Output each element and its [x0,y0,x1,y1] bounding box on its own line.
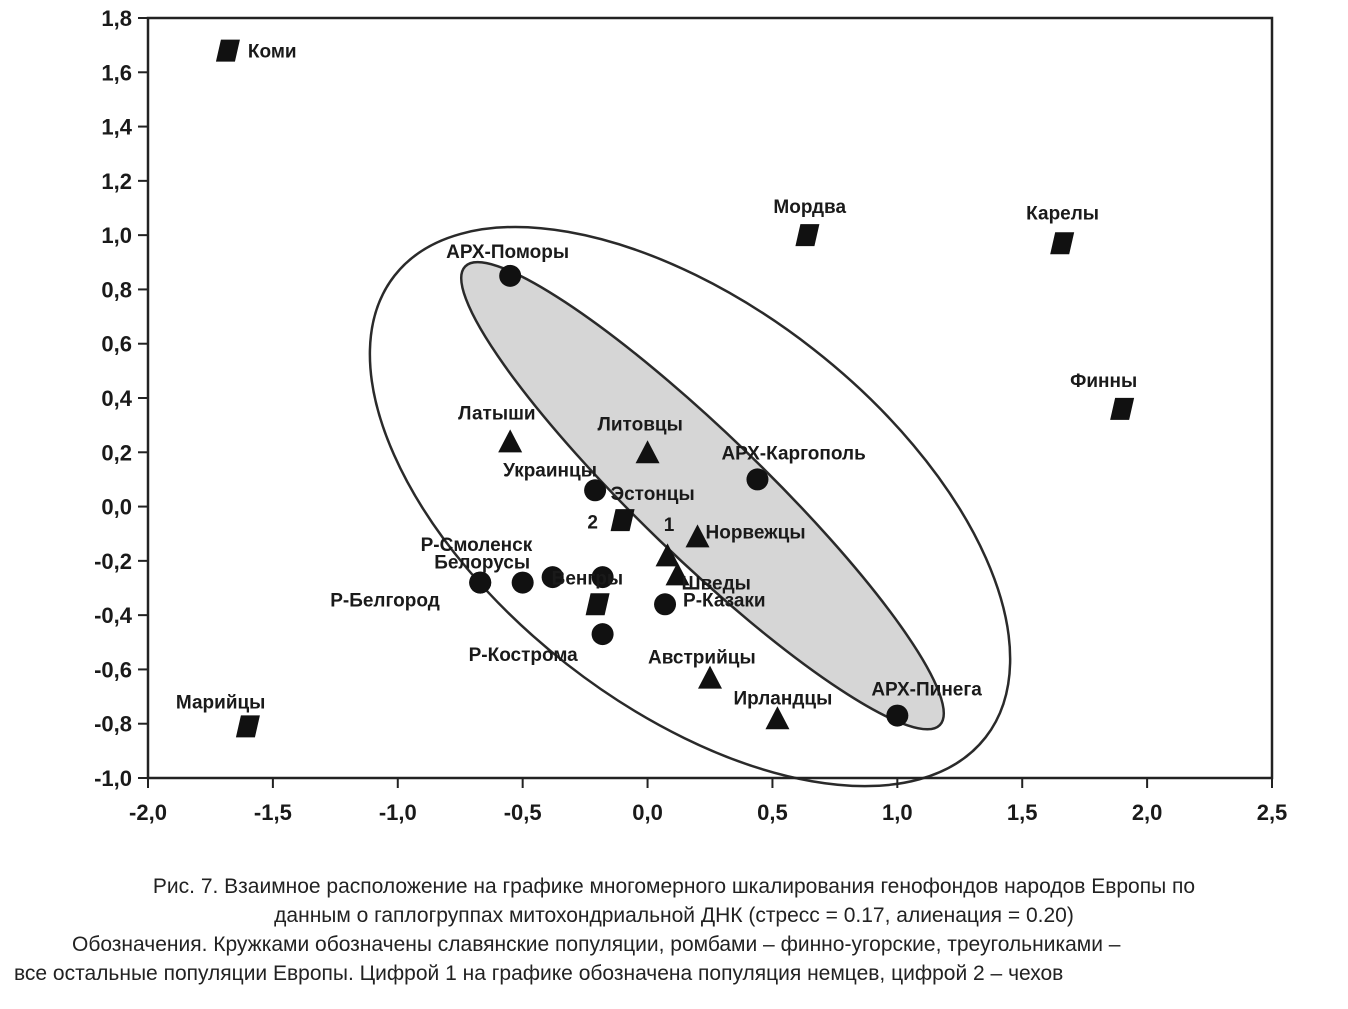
label-венгры: Венгры [552,568,624,589]
axes: -2,0 -1,5 -1,0 -0,5 0,0 0,5 1,0 1,5 2,0 2,5 1,8 1,6… [94,6,1287,825]
x-tick-label: 2,0 [1132,800,1163,825]
label-марийцы: Марийцы [176,692,266,713]
outer-ellipse-layer [368,225,1012,788]
circle-р-белгород-marker [469,571,492,594]
circle-unlabeled-marker [591,566,614,589]
triangle-норвежцы-marker [685,524,710,548]
label-эстонцы: Эстонцы [611,484,695,505]
y-tick-label: -0,6 [94,657,132,682]
y-tick-label: 0,4 [101,386,132,411]
triangle-шведы-marker [655,543,680,567]
ellipse-outer [368,225,1012,788]
circle-арх-каргополь-marker [746,468,769,491]
annotation-2: 2 [587,512,598,533]
label-белорусы: Белорусы [434,553,530,574]
triangle-литовцы-marker [635,440,660,464]
rhombus-карелы-marker [1050,232,1075,255]
label-финны: Финны [1070,371,1137,392]
y-tick-label: 1,8 [101,6,132,31]
y-tick-label: 0,0 [101,495,132,520]
caption-line-2: данным о гаплогруппах митохондриальной Д… [274,904,1074,927]
circle-арх-поморы-marker [499,264,522,287]
triangle-латыши-marker [498,429,523,453]
y-tick-label: 1,4 [101,115,132,140]
x-tick-label: -0,5 [504,800,542,825]
circle-unlabeled-marker [511,571,534,594]
ellipse-inner [459,260,946,731]
label-р-кострома: Р-Кострома [469,645,579,666]
caption-line-4: все остальные популяции Европы. Цифрой 1… [14,962,1064,985]
label-арх-пинега: АРХ-Пинега [871,680,982,701]
y-tick-label: -0,8 [94,712,132,737]
circle-арх-пинега-marker [886,704,909,727]
circle-р-смоленск-marker [541,566,564,589]
y-tick-label: -0,4 [94,603,133,628]
label-арх-поморы: АРХ-Поморы [446,242,569,263]
label-ирландцы: Ирландцы [733,688,832,709]
x-tick-label: 0,0 [632,800,663,825]
circle-украинцы-marker [584,479,607,502]
y-tick-label: 1,0 [101,223,132,248]
inner-ellipse-layer [459,260,946,731]
circle-р-казаки-marker [654,593,677,616]
y-tick-label: 0,2 [101,440,132,465]
y-tick-label: -1,0 [94,766,132,791]
triangle-unlabeled-marker [665,562,690,586]
data-points [215,39,1135,738]
annotation-1: 1 [664,515,675,536]
x-tick-label: 2,5 [1257,800,1288,825]
point-labels: АРХ-Поморы АРХ-Каргополь АРХ-Пинега Украинц… [176,42,1137,714]
label-арх-каргополь: АРХ-Каргополь [721,443,865,464]
x-tick-label: 0,5 [757,800,788,825]
circle-р-кострома-marker [591,623,614,646]
x-tick-label: -1,0 [379,800,417,825]
y-tick-label: 0,6 [101,332,132,357]
label-украинцы: Украинцы [503,460,597,481]
caption-line-3: Обозначения. Кружками обозначены славянс… [72,933,1121,956]
triangle-австрийцы-marker [698,665,722,689]
x-tick-label: -2,0 [129,800,167,825]
rhombus-мордва-marker [795,224,820,247]
label-коми: Коми [248,42,297,63]
y-tick-label: -0,2 [94,549,132,574]
y-tick-label: 0,8 [101,277,132,302]
label-р-смоленск: Р-Смоленск [421,535,533,556]
rhombus-венгры-marker [585,593,610,616]
label-австрийцы: Австрийцы [648,648,756,669]
scatter-chart: -2,0 -1,5 -1,0 -0,5 0,0 0,5 1,0 1,5 2,0 2,5 1,8 1,6… [94,6,1287,825]
rhombus-эстонцы-marker [610,509,635,532]
label-карелы: Карелы [1026,203,1099,224]
triangle-ирландцы-marker [765,706,790,730]
rhombus-финны-marker [1110,397,1135,420]
label-мордва: Мордва [773,197,846,218]
label-р-белгород: Р-Белгород [330,591,440,612]
y-tick-label: 1,2 [101,169,132,194]
rhombus-коми-marker [215,39,240,62]
label-р-казаки: Р-Казаки [683,590,766,611]
x-tick-label: 1,0 [882,800,913,825]
label-литовцы: Литовцы [598,414,683,435]
label-норвежцы: Норвежцы [706,522,806,543]
x-tick-label: 1,5 [1007,800,1038,825]
y-tick-label: 1,6 [101,60,132,85]
label-латыши: Латыши [458,403,535,424]
rhombus-марийцы-marker [235,715,260,738]
x-tick-label: -1,5 [254,800,292,825]
label-шведы: Шведы [682,573,751,594]
caption-line-1: Рис. 7. Взаимное расположение на графике… [152,875,1196,898]
figure-caption: Рис. 7. Взаимное расположение на графике… [0,872,1348,988]
